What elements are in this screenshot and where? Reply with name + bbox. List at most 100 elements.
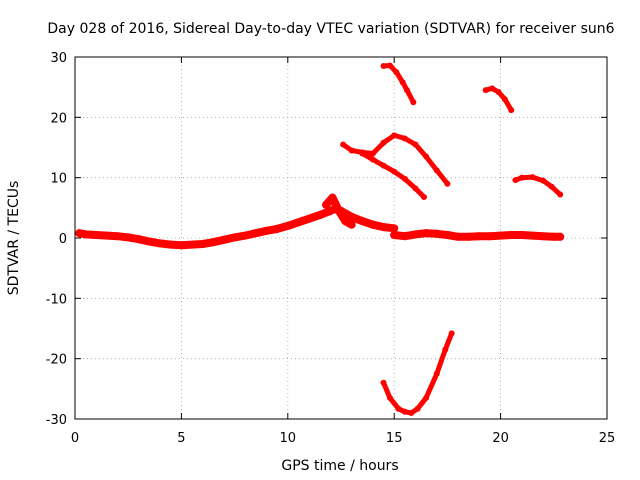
data-point <box>529 174 536 181</box>
data-point <box>334 206 343 215</box>
data-point <box>495 88 502 95</box>
data-point <box>412 185 419 192</box>
data-point <box>380 162 387 169</box>
y-tick-label: 20 <box>50 111 67 126</box>
data-point <box>548 183 555 190</box>
data-point <box>489 85 496 92</box>
data-point <box>443 230 452 239</box>
data-point <box>501 96 508 103</box>
data-point <box>549 232 558 241</box>
data-point <box>423 153 430 160</box>
data-point <box>251 229 260 238</box>
y-tick-label: -10 <box>46 292 67 307</box>
data-point <box>422 229 431 238</box>
data-point <box>156 239 165 248</box>
series-lower-u <box>381 330 455 416</box>
data-point <box>448 330 455 337</box>
data-point <box>395 405 402 412</box>
series-mid-arc <box>340 132 450 187</box>
data-point <box>512 177 519 184</box>
data-point <box>145 237 154 246</box>
data-point <box>399 79 406 86</box>
chart-title: Day 028 of 2016, Sidereal Day-to-day VTE… <box>47 21 614 37</box>
data-point <box>347 212 356 221</box>
data-point <box>273 224 282 233</box>
y-tick-label: -20 <box>46 353 67 368</box>
data-point <box>380 63 387 70</box>
data-point <box>412 141 419 148</box>
x-tick-label: 10 <box>280 431 297 446</box>
data-point <box>369 150 376 157</box>
data-point <box>400 232 409 241</box>
data-point <box>322 200 331 209</box>
y-tick-label: -30 <box>46 413 67 428</box>
data-point <box>262 226 271 235</box>
data-point <box>507 230 516 239</box>
y-tick-label: 10 <box>50 172 67 187</box>
data-point <box>464 232 473 241</box>
data-point <box>379 223 388 232</box>
data-point <box>113 232 122 241</box>
data-point <box>368 220 377 229</box>
data-point <box>386 62 393 69</box>
x-tick-label: 0 <box>71 431 79 446</box>
data-point <box>485 232 494 241</box>
x-tick-label: 25 <box>599 431 616 446</box>
data-point <box>433 167 440 174</box>
data-point <box>391 132 398 139</box>
x-tick-label: 20 <box>492 431 509 446</box>
data-point <box>241 231 250 240</box>
data-point <box>432 229 441 238</box>
data-point <box>359 150 366 157</box>
data-point <box>482 87 489 94</box>
data-point <box>496 231 505 240</box>
data-point <box>401 135 408 142</box>
data-point <box>177 241 186 250</box>
data-point <box>433 370 440 377</box>
data-point <box>369 156 376 163</box>
data-point <box>390 224 399 233</box>
data-point <box>401 175 408 182</box>
data-point <box>393 69 400 76</box>
data-point <box>410 99 417 106</box>
data-point <box>508 107 515 114</box>
data-point <box>209 238 218 247</box>
data-point <box>358 217 367 226</box>
data-point <box>134 235 143 244</box>
data-point <box>391 168 398 175</box>
axis-ticks: 0 5 10 15 20 25 -30 -20 -10 0 10 20 30 <box>46 51 616 446</box>
data-point <box>102 231 111 240</box>
data-point <box>556 232 565 241</box>
y-tick-label: 30 <box>50 51 67 66</box>
data-point <box>401 408 408 415</box>
data-point <box>475 232 484 241</box>
data-point <box>411 230 420 239</box>
data-point <box>540 177 547 184</box>
data-point <box>444 180 451 187</box>
y-axis-label: SDTVAR / TECUs <box>6 181 22 296</box>
data-point <box>188 240 197 249</box>
data-point <box>517 230 526 239</box>
data-point <box>305 214 314 223</box>
x-axis-label: GPS time / hours <box>281 458 398 474</box>
data-point <box>539 232 548 241</box>
y-tick-label: 0 <box>59 232 67 247</box>
data-point <box>230 233 239 242</box>
series-layer <box>75 62 565 416</box>
data-point <box>420 193 427 200</box>
data-point <box>219 235 228 244</box>
data-point <box>198 240 207 249</box>
data-point <box>283 221 292 230</box>
x-tick-label: 15 <box>386 431 403 446</box>
data-point <box>380 139 387 146</box>
data-point <box>386 394 393 401</box>
data-point <box>528 231 537 240</box>
data-point <box>347 220 356 229</box>
data-point <box>442 346 449 353</box>
data-point <box>340 141 347 148</box>
data-point <box>557 191 564 198</box>
data-point <box>380 379 387 386</box>
data-point <box>518 174 525 181</box>
data-point <box>414 405 421 412</box>
